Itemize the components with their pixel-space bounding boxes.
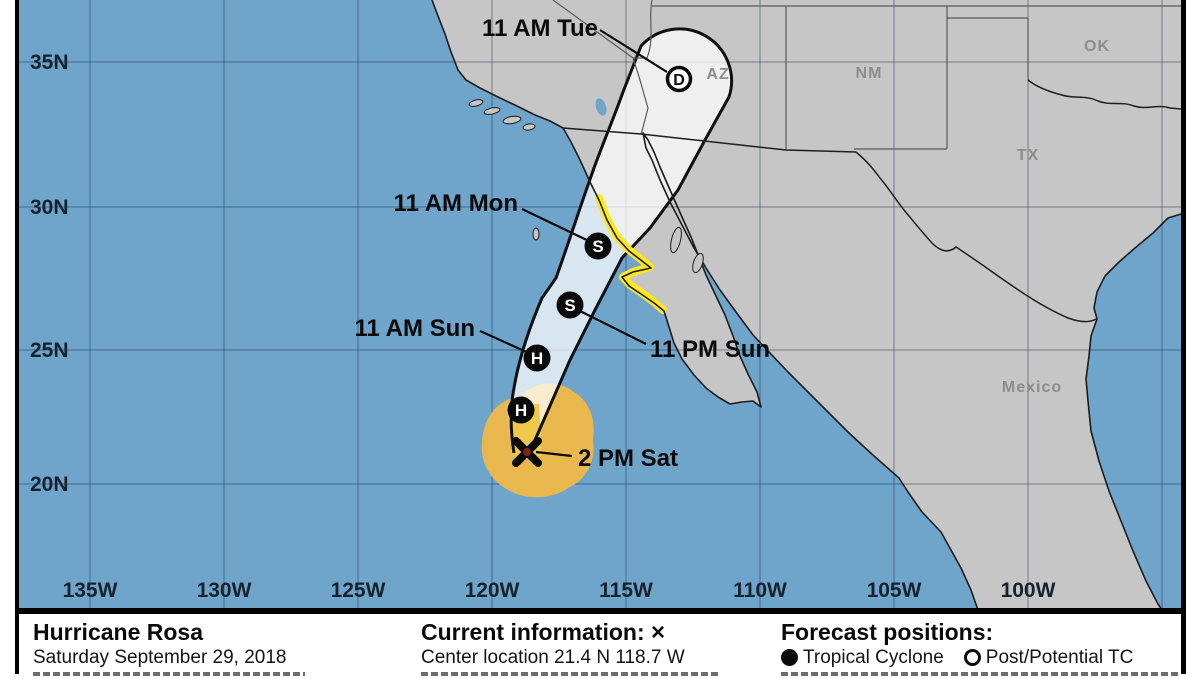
time-label-sun-pm: 11 PM Sun [650, 336, 770, 363]
clipped-text-row [421, 672, 721, 676]
center-location: Center location 21.4 N 118.7 W [421, 647, 685, 668]
storm-summary: Hurricane Rosa Saturday September 29, 20… [33, 620, 287, 669]
forecast-cone-edge [509, 27, 734, 454]
svg-text:S: S [564, 296, 575, 315]
storm-name: Hurricane Rosa [33, 619, 204, 645]
coastline-outline [431, 0, 1181, 608]
svg-text:25N: 25N [30, 339, 69, 362]
current-position-x-marker [512, 437, 542, 467]
latitude-labels: 35N 30N 25N 20N [30, 51, 69, 496]
longitude-labels: 135W 130W 125W 120W 115W 110W 105W 100W [63, 579, 1056, 602]
time-label-tue: 11 AM Tue [482, 15, 598, 42]
marker-hurricane-2: H [523, 344, 551, 372]
svg-text:30N: 30N [30, 196, 69, 219]
salton-sea [595, 98, 607, 116]
svg-text:130W: 130W [197, 579, 252, 602]
clipped-text-row [781, 672, 1181, 676]
svg-text:H: H [515, 401, 527, 420]
time-label-sun-am: 11 AM Sun [355, 315, 475, 342]
svg-text:135W: 135W [63, 579, 118, 602]
state-label-az: AZ [706, 66, 729, 83]
svg-text:35N: 35N [30, 51, 69, 74]
guadalupe-island [532, 227, 540, 241]
marker-depression: D [665, 65, 693, 93]
state-label-nm: NM [856, 65, 883, 82]
state-borders [552, 0, 1181, 150]
rio-grande [855, 151, 1097, 323]
current-position-x-icon: × [651, 619, 666, 646]
svg-text:125W: 125W [331, 579, 386, 602]
current-information-heading: Current information: × [421, 619, 666, 646]
svg-text:110W: 110W [733, 579, 787, 602]
marker-storm-1: S [556, 291, 584, 319]
international-borders [562, 79, 1181, 323]
filled-circle-icon [781, 649, 798, 666]
red-river [1027, 79, 1181, 110]
marker-hurricane-1: H [507, 396, 535, 424]
legend-tropical-cyclone: Tropical Cyclone [781, 646, 944, 669]
forecast-markers: H H S S D [507, 65, 693, 467]
svg-text:D: D [673, 72, 685, 89]
forecast-positions-legend: Forecast positions: Tropical Cyclone Pos… [781, 620, 1147, 669]
svg-text:105W: 105W [867, 579, 922, 602]
svg-text:H: H [531, 349, 543, 368]
time-label-mon: 11 AM Mon [394, 190, 518, 217]
svg-text:S: S [592, 237, 603, 256]
clipped-text-row [33, 672, 305, 676]
open-circle-icon [963, 649, 981, 666]
grid-lines [19, 0, 1181, 608]
info-bar: Hurricane Rosa Saturday September 29, 20… [15, 608, 1186, 676]
state-label-mexico: Mexico [1002, 379, 1062, 396]
state-label-ok: OK [1084, 38, 1110, 55]
svg-text:115W: 115W [599, 579, 653, 602]
label-leader-lines [479, 29, 668, 458]
advisory-date: Saturday September 29, 2018 [33, 647, 287, 668]
forecast-positions-heading: Forecast positions: [781, 619, 994, 645]
islands [468, 99, 704, 274]
svg-text:100W: 100W [1001, 579, 1056, 602]
marker-storm-2: S [584, 232, 612, 260]
current-information: Current information: × Center location 2… [421, 620, 685, 669]
time-label-sat: 2 PM Sat [578, 445, 678, 472]
svg-text:20N: 20N [30, 473, 69, 496]
svg-text:120W: 120W [465, 579, 520, 602]
legend-post-potential-tc: Post/Potential TC [963, 646, 1133, 669]
state-label-tx: TX [1017, 147, 1039, 164]
